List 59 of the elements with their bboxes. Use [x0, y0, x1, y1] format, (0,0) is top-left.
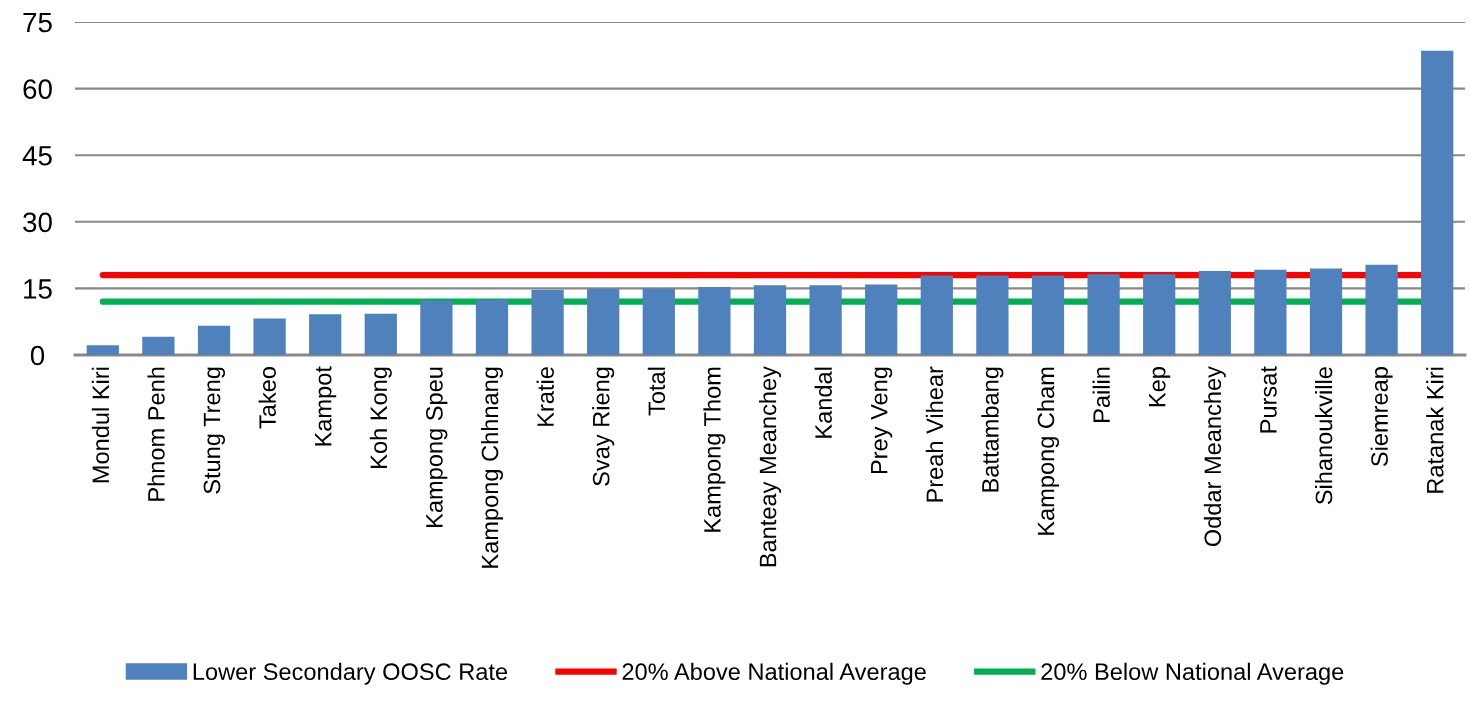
bar — [587, 288, 620, 355]
x-tick-label: Pailin — [1092, 367, 1110, 422]
x-tick-label: Kampong Thom — [703, 367, 726, 532]
bar — [309, 314, 342, 355]
x-tick-label: Koh Kong — [369, 367, 392, 468]
x-tick-label: Kratie — [536, 367, 554, 426]
bar — [976, 275, 1009, 355]
bar — [1254, 269, 1287, 355]
legend-label: 20% Above National Average — [622, 662, 926, 685]
x-tick-label: Svay Rieng — [592, 367, 615, 486]
x-tick-label: Kampong Cham — [1036, 367, 1060, 535]
bar — [531, 289, 564, 355]
x-tick-label: Stung Treng — [203, 367, 225, 494]
bar — [809, 285, 842, 355]
x-tick-label: Siemreap — [1370, 367, 1393, 467]
legend-label: Lower Secondary OOSC Rate — [193, 662, 508, 685]
bar — [1309, 268, 1343, 355]
bar — [920, 275, 953, 355]
bar — [475, 299, 509, 355]
y-tick-label: 0 — [30, 345, 45, 366]
y-tick-label: 45 — [22, 146, 52, 166]
bar — [1365, 264, 1398, 355]
x-tick-label: Ratanak Kiri — [1426, 367, 1444, 493]
bar — [642, 288, 675, 355]
y-tick-label: 30 — [23, 212, 52, 233]
x-tick-label: Total — [647, 367, 666, 416]
y-tick-label: 60 — [23, 79, 52, 99]
x-tick-label: Phnom Penh — [147, 367, 165, 501]
x-tick-label: Kampot — [315, 366, 337, 446]
x-tick-label: Pursat — [1260, 366, 1277, 433]
y-tick-label: 75 — [23, 12, 52, 33]
bar — [865, 284, 898, 355]
bar — [253, 318, 286, 355]
bar — [86, 345, 119, 355]
legend-label: 20% Below National Average — [1041, 662, 1344, 685]
bar — [197, 325, 231, 355]
bar — [142, 336, 175, 355]
x-tick-label: Battambang — [981, 367, 1004, 492]
bar — [1087, 274, 1120, 355]
bar — [1031, 275, 1065, 355]
bar — [698, 287, 731, 355]
bar — [1421, 50, 1454, 355]
bar — [364, 313, 397, 355]
x-tick-label: Mondul Kiri — [91, 367, 110, 483]
x-tick-label: Sihanoukville — [1314, 367, 1333, 505]
x-tick-label: Oddar Meanchey — [1203, 366, 1226, 547]
bar — [1143, 274, 1176, 355]
x-tick-label: Kampong Speu — [426, 367, 448, 527]
bar — [753, 285, 787, 355]
bar — [1198, 271, 1231, 355]
x-tick-label: Preah Vihear — [925, 366, 944, 502]
y-tick-label: 15 — [24, 279, 52, 299]
x-tick-label: Kep — [1149, 367, 1171, 407]
x-tick-label: Takeo — [258, 367, 276, 429]
x-tick-label: Banteay Meanchey — [758, 366, 782, 567]
x-tick-label: Kandal — [814, 367, 832, 438]
x-tick-label: Kampong Chhnang — [480, 367, 504, 568]
x-tick-label: Prey Veng — [871, 367, 893, 474]
bar — [420, 300, 453, 355]
